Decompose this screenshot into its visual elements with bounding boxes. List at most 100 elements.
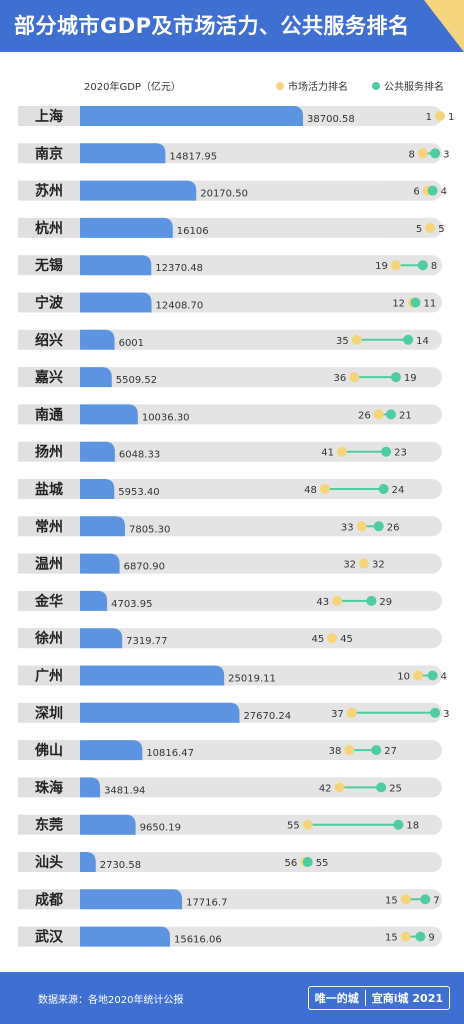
left-rank-label: 35 <box>336 336 349 347</box>
market-rank-dot <box>390 260 401 271</box>
city-label: 广州 <box>35 668 63 685</box>
right-rank-label: 8 <box>431 261 437 272</box>
gdp-bar <box>80 553 120 574</box>
legend-public: 公共服务排名 <box>372 78 444 93</box>
bar-track <box>80 292 442 313</box>
gdp-bar <box>80 329 115 350</box>
public-rank-dot <box>376 782 387 793</box>
city-label: 绍兴 <box>35 332 63 349</box>
gdp-bar <box>80 106 303 126</box>
public-rank-dot <box>420 894 431 905</box>
city-label-box <box>18 628 80 649</box>
gdp-value-label: 25019.11 <box>228 674 276 685</box>
public-rank-dot <box>359 559 369 569</box>
right-rank-label: 25 <box>389 783 402 794</box>
gdp-bar <box>80 590 108 611</box>
gdp-bar <box>80 889 183 910</box>
market-rank-dot <box>417 148 428 159</box>
gdp-bar <box>80 367 112 388</box>
gdp-bar <box>80 665 225 686</box>
city-label-box <box>18 143 80 164</box>
city-label-box <box>18 441 80 462</box>
market-rank-dot <box>319 484 330 494</box>
bar-track <box>80 255 442 276</box>
gdp-value-label: 27670.24 <box>243 711 291 722</box>
market-rank-dot <box>346 707 357 718</box>
gdp-bar <box>80 441 115 462</box>
gdp-value-label: 6001 <box>119 338 144 349</box>
footer: 数据来源：各地2020年统计公报 唯一的城 宜商i城 2021 <box>0 972 464 1024</box>
market-rank-dot <box>425 222 436 233</box>
city-label-box <box>18 926 80 947</box>
gdp-bar <box>80 143 166 164</box>
gdp-value-label: 2730.58 <box>100 860 141 871</box>
right-rank-label: 19 <box>404 373 417 384</box>
left-rank-label: 15 <box>385 895 398 906</box>
gdp-value-label: 14817.95 <box>169 151 217 162</box>
gdp-bar <box>80 814 136 835</box>
left-rank-label: 48 <box>304 485 317 496</box>
right-rank-label: 3 <box>443 149 449 160</box>
city-label: 温州 <box>35 557 63 573</box>
market-rank-dot <box>412 670 423 681</box>
right-rank-label: 27 <box>384 746 397 757</box>
city-label-box <box>18 106 80 126</box>
public-rank-dot <box>430 148 441 159</box>
public-rank-dot <box>417 260 428 271</box>
bar-track <box>80 404 442 425</box>
left-rank-label: 43 <box>316 597 329 608</box>
legend-market: 市场活力排名 <box>276 78 348 93</box>
bar-track <box>80 852 442 872</box>
brand-logo: 唯一的城 宜商i城 2021 <box>307 986 450 1010</box>
gdp-value-label: 4703.95 <box>111 599 152 610</box>
legend-market-dot <box>276 81 284 90</box>
city-label: 扬州 <box>35 444 63 461</box>
market-rank-dot <box>302 819 313 830</box>
public-rank-dot <box>415 931 426 942</box>
city-label: 东莞 <box>35 817 63 834</box>
left-rank-label: 12 <box>392 299 405 310</box>
market-rank-dot <box>435 111 445 121</box>
city-label-box <box>18 367 80 388</box>
left-rank-label: 37 <box>331 709 344 720</box>
left-rank-label: 55 <box>287 821 300 832</box>
gdp-value-label: 12370.48 <box>155 263 203 274</box>
left-rank-label: 6 <box>413 187 419 198</box>
bar-track <box>80 814 442 835</box>
gdp-value-label: 20170.50 <box>200 189 248 200</box>
brand-divider <box>364 990 366 1006</box>
bar-track <box>80 479 442 499</box>
city-label: 深圳 <box>35 705 63 722</box>
page-title: 部分城市GDP及市场活力、公共服务排名 <box>14 14 410 38</box>
bar-track <box>80 777 442 798</box>
bar-track <box>80 590 442 611</box>
city-label-box <box>18 180 80 201</box>
city-label-box <box>18 665 80 686</box>
gdp-value-label: 5953.40 <box>118 487 159 498</box>
gdp-value-label: 12408.70 <box>156 301 204 312</box>
market-rank-dot <box>359 558 370 569</box>
gdp-value-label: 10036.30 <box>142 412 190 423</box>
gdp-bar <box>80 479 115 499</box>
gdp-bar <box>80 404 138 425</box>
brand-right: 宜商i城 2021 <box>371 992 443 1005</box>
left-rank-label: 41 <box>321 448 334 459</box>
city-label: 南京 <box>35 145 63 162</box>
right-rank-label: 11 <box>424 299 437 310</box>
right-rank-label: 24 <box>392 485 405 496</box>
bar-track <box>80 926 442 947</box>
right-rank-label: 9 <box>428 933 434 944</box>
gdp-value-label: 15616.06 <box>174 935 222 946</box>
gdp-value-label: 9650.19 <box>140 823 181 834</box>
market-rank-dot <box>344 745 355 756</box>
city-label: 盐城 <box>35 481 63 498</box>
left-rank-label: 33 <box>341 522 354 533</box>
left-rank-label: 5 <box>416 224 422 235</box>
gdp-value-label: 16106 <box>177 226 209 237</box>
city-label-box <box>18 255 80 276</box>
public-rank-dot <box>410 297 421 308</box>
left-rank-label: 10 <box>397 672 410 683</box>
public-rank-dot <box>373 521 384 532</box>
left-rank-label: 36 <box>334 373 347 384</box>
data-source: 数据来源：各地2020年统计公报 <box>38 995 184 1006</box>
